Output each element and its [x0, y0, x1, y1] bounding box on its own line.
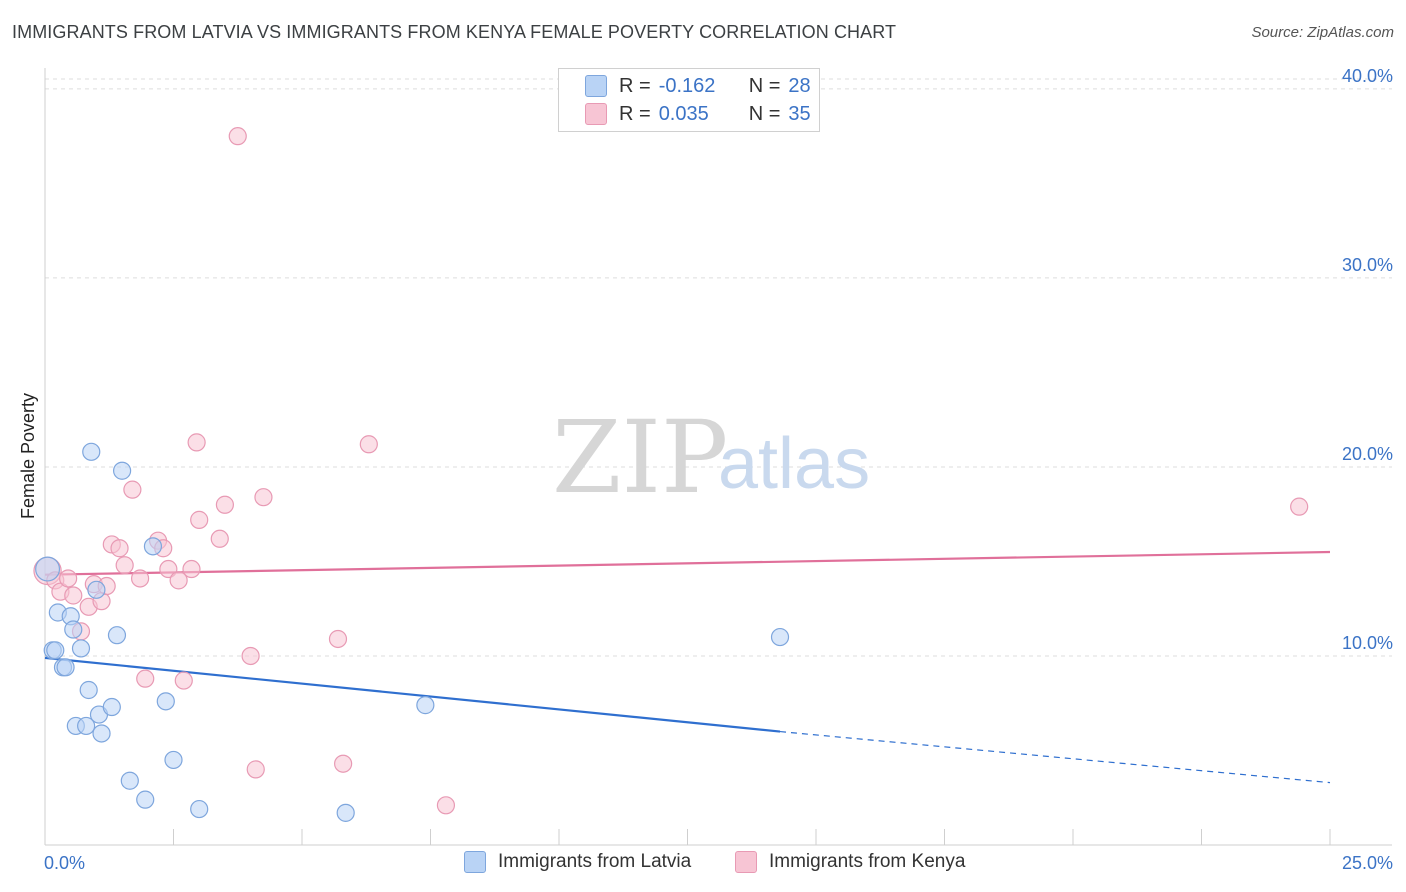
kenya-trend-line	[44, 550, 1331, 576]
latvia-point	[136, 790, 155, 809]
latvia-n-label: N =	[748, 74, 781, 97]
kenya-r-label: R =	[619, 102, 651, 125]
latvia-point	[79, 680, 98, 700]
latvia-trend-extension	[779, 730, 1331, 784]
kenya-point	[328, 629, 348, 649]
kenya-legend-label: Immigrants from Kenya	[769, 851, 966, 872]
trend-lines	[44, 550, 1331, 784]
legend-item-kenya: Immigrants from Kenya	[735, 851, 965, 873]
axis-labels: Female Poverty 10.0% 20.0% 30.0% 40.0% 0.0% 2…	[18, 66, 1393, 873]
kenya-point	[254, 488, 273, 507]
kenya-point	[228, 127, 247, 146]
kenya-swatch	[585, 103, 607, 125]
watermark: ZIP atlas	[552, 399, 870, 516]
kenya-point	[1290, 497, 1309, 516]
kenya-point	[159, 559, 178, 579]
latvia-point	[46, 641, 65, 660]
data-points	[33, 127, 1309, 822]
kenya-legend-swatch	[735, 851, 757, 873]
latvia-point	[82, 442, 101, 461]
kenya-point	[182, 559, 201, 579]
watermark-zip: ZIP	[552, 399, 728, 516]
x-tick-label: 0.0%	[44, 853, 85, 873]
y-axis-title: Female Poverty	[18, 393, 38, 519]
latvia-legend-swatch	[464, 851, 486, 873]
latvia-point	[770, 627, 790, 647]
watermark-atlas: atlas	[718, 424, 870, 504]
source-credit: Source: ZipAtlas.com	[1251, 24, 1394, 41]
kenya-point	[190, 510, 209, 529]
latvia-swatch	[585, 75, 607, 97]
x-tick-label: 25.0%	[1342, 853, 1393, 873]
chart-title: IMMIGRANTS FROM LATVIA VS IMMIGRANTS FRO…	[12, 22, 897, 42]
latvia-point	[87, 580, 106, 599]
latvia-point	[164, 750, 183, 770]
kenya-point	[246, 760, 265, 779]
latvia-point	[416, 696, 435, 715]
latvia-point	[190, 799, 209, 819]
latvia-n-value: 28	[788, 74, 811, 97]
kenya-point	[215, 495, 234, 514]
latvia-point	[71, 639, 91, 658]
kenya-point	[59, 569, 78, 588]
correlation-legend: R = -0.162 N = 28 R = 0.035 N = 35	[558, 68, 820, 132]
kenya-point	[64, 586, 83, 605]
y-tick-label: 10.0%	[1342, 633, 1393, 653]
kenya-point	[359, 435, 378, 454]
legend-item-latvia: Immigrants from Latvia	[464, 851, 691, 873]
kenya-point	[210, 529, 229, 548]
latvia-point	[35, 556, 61, 582]
latvia-point	[143, 537, 163, 556]
kenya-point	[334, 754, 353, 773]
kenya-point	[241, 646, 260, 666]
legend-row-latvia: R = -0.162 N = 28	[585, 73, 811, 99]
series-legend: Immigrants from Latvia Immigrants from K…	[0, 851, 1406, 877]
latvia-point	[156, 692, 175, 711]
latvia-r-value: -0.162	[658, 74, 716, 97]
y-tick-label: 20.0%	[1342, 444, 1393, 464]
latvia-point	[336, 803, 355, 822]
kenya-point	[436, 796, 456, 815]
latvia-point	[77, 716, 96, 736]
kenya-r-value: 0.035	[658, 102, 709, 125]
latvia-point	[120, 771, 139, 790]
latvia-legend-label: Immigrants from Latvia	[498, 851, 692, 872]
kenya-n-label: N =	[748, 102, 781, 125]
latvia-point	[107, 626, 127, 645]
kenya-point	[174, 671, 193, 690]
kenya-point	[130, 569, 150, 588]
gridlines	[45, 78, 1392, 657]
latvia-point	[56, 658, 75, 677]
latvia-trend-line	[44, 656, 781, 733]
kenya-point	[115, 556, 134, 575]
latvia-point	[112, 461, 132, 480]
latvia-point	[102, 697, 121, 717]
y-tick-label: 40.0%	[1342, 66, 1393, 86]
legend-row-kenya: R = 0.035 N = 35	[585, 101, 811, 127]
latvia-r-label: R =	[619, 74, 651, 97]
kenya-point	[169, 571, 188, 590]
axes	[44, 68, 1392, 846]
kenya-point	[110, 539, 129, 558]
kenya-point	[123, 480, 142, 499]
y-tick-label: 30.0%	[1342, 255, 1393, 275]
kenya-point	[136, 669, 155, 688]
kenya-point	[187, 433, 206, 452]
kenya-n-value: 35	[788, 102, 811, 125]
latvia-point	[92, 724, 111, 743]
latvia-point	[64, 620, 83, 639]
